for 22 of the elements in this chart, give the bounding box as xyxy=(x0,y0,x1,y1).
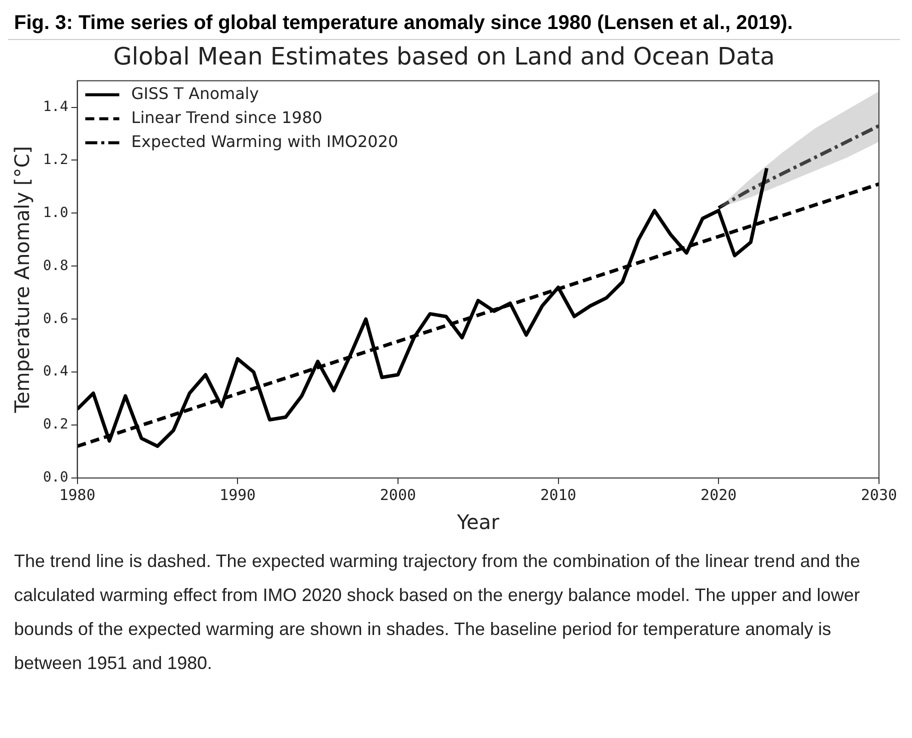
y-tick-label: 0.8 xyxy=(42,258,68,274)
x-tick-label: 2000 xyxy=(380,486,416,504)
y-axis-title: Temperature Anomaly [°C] xyxy=(10,146,34,414)
x-tick-label: 1980 xyxy=(59,486,96,504)
x-tick-label: 2030 xyxy=(860,486,897,504)
y-tick-label: 0.6 xyxy=(42,310,68,327)
x-axis-title: Year xyxy=(456,510,500,534)
y-tick-label: 0.4 xyxy=(42,364,68,380)
y-tick-label: 1.4 xyxy=(42,98,68,115)
y-tick-label: 1.2 xyxy=(42,152,68,168)
caption: Fig. 3: Time series of global temperature anomaly since 1980 (Lensen et al., 2019). xyxy=(8,8,900,40)
y-tick-label: 0.0 xyxy=(42,470,68,486)
legend-label: Expected Warming with IMO2020 xyxy=(131,132,398,151)
legend-label: Linear Trend since 1980 xyxy=(131,108,322,127)
chart-title: Global Mean Estimates based on Land and Ocean Data xyxy=(113,42,775,71)
text: The trend line is dashed. The expected warming trajectory from the combination of the linear trend and the calculated warming effect from IMO 2020 shock based on the energy balance model. The upper and lower bounds of the expected warming are shown in shades. The baseline period for temperature anomaly is between 1951 and 1980. xyxy=(13,550,862,675)
y-tick-label: 1.0 xyxy=(42,204,68,221)
x-tick-label: 2020 xyxy=(700,486,737,504)
x-tick-label: 2010 xyxy=(540,486,576,504)
legend-label: GISS T Anomaly xyxy=(131,84,259,103)
y-tick-label: 0.2 xyxy=(42,416,68,433)
x-tick-label: 1990 xyxy=(220,486,256,504)
